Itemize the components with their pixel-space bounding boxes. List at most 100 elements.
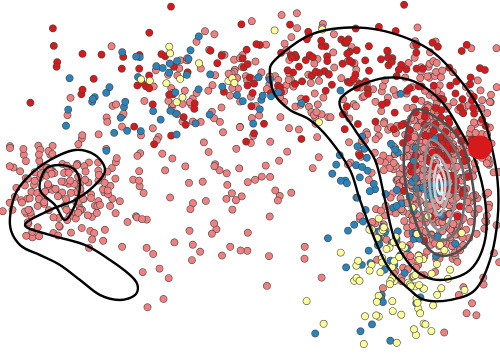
scatter-point-blue	[64, 105, 73, 114]
scatter-point-red	[286, 20, 294, 29]
scatter-point-blue	[342, 263, 350, 272]
scatter-point-pink	[495, 258, 500, 267]
scatter-point-red	[49, 24, 57, 33]
scatter-point-pink	[201, 27, 209, 36]
scatter-point-pink	[19, 145, 28, 153]
scatter-point-pink	[135, 176, 143, 185]
scatter-point-pink	[210, 162, 219, 171]
scatter-point-red	[311, 67, 320, 76]
scatter-point-pink	[262, 281, 271, 290]
scatter-point-red	[457, 47, 466, 55]
scatter-point-pink	[440, 328, 449, 337]
scatter-point-blue	[194, 85, 203, 94]
scatter-point-pink	[210, 30, 219, 39]
scatter-point-red	[117, 64, 126, 73]
scatter-point-red	[390, 108, 399, 117]
scatter-point-pink	[90, 229, 99, 237]
scatter-point-yellow	[372, 311, 381, 320]
scatter-point-pink	[472, 311, 481, 320]
scatter-point-pink	[208, 81, 217, 90]
scatter-point-blue	[171, 88, 180, 97]
scatter-point-pink	[166, 193, 174, 202]
scatter-point-pink	[492, 83, 500, 92]
scatter-point-pink	[83, 211, 92, 220]
contour-layer	[8, 26, 500, 303]
scatter-point-pink	[232, 144, 241, 153]
scatter-point-blue	[118, 48, 127, 56]
scatter-point-blue	[136, 127, 145, 136]
scatter-point-pink	[217, 103, 226, 112]
scatter-point-pink	[25, 194, 34, 203]
scatter-point-pink	[199, 138, 208, 147]
scatter-point-blue	[173, 57, 181, 65]
scatter-point-red	[405, 84, 414, 93]
scatter-point-blue	[184, 55, 193, 63]
scatter-point-pink	[92, 209, 101, 217]
scatter-point-yellow	[195, 59, 203, 68]
scatter-point-red	[411, 95, 419, 104]
scatter-point-blue	[355, 173, 364, 182]
scatter-point-pink	[231, 196, 240, 205]
scatter-point-blue	[386, 336, 395, 345]
scatter-point-pink	[413, 122, 422, 131]
scatter-point-pink	[196, 247, 204, 256]
scatter-point-blue	[254, 73, 263, 82]
scatter-point-red	[462, 41, 471, 49]
scatter-point-pink	[5, 162, 14, 171]
scatter-point-red	[283, 66, 292, 75]
scatter-point-red	[383, 46, 392, 55]
scatter-point-pink	[485, 98, 494, 106]
scatter-point-red	[412, 48, 421, 57]
scatter-point-blue	[233, 91, 241, 99]
scatter-point-yellow	[413, 298, 422, 307]
scatter-point-blue	[149, 107, 158, 115]
scatter-point-blue	[123, 126, 131, 135]
scatter-point-blue	[186, 46, 195, 55]
density-contour-ring-4	[428, 153, 452, 217]
scatter-point-pink	[432, 59, 441, 67]
scatter-point-pink	[371, 135, 380, 144]
scatter-point-blue	[350, 220, 359, 229]
scatter-point-red	[130, 122, 139, 131]
scatter-point-red	[342, 102, 351, 111]
scatter-point-pink	[482, 159, 491, 168]
scatter-point-yellow	[374, 214, 383, 223]
scatter-point-red	[429, 81, 438, 90]
scatter-point-pink	[293, 24, 301, 32]
scatter-point-blue	[165, 59, 174, 68]
scatter-point-red	[298, 77, 306, 86]
scatter-point-pink	[218, 251, 226, 260]
scatter-point-pink	[265, 252, 273, 260]
scatter-point-pink	[251, 175, 259, 184]
scatter-point-blue	[102, 89, 111, 97]
scatter-point-pink	[6, 144, 14, 152]
scatter-point-red	[394, 65, 403, 74]
scatter-point-pink	[103, 186, 112, 195]
scatter-point-pink	[470, 118, 478, 127]
scatter-point-red	[371, 117, 380, 126]
scatter-point-yellow	[376, 268, 385, 277]
scatter-point-pink	[96, 201, 104, 209]
scatter-point-pink	[283, 147, 292, 156]
scatter-point-yellow	[460, 286, 469, 294]
scatter-point-red	[418, 64, 427, 73]
scatter-point-pink	[99, 236, 108, 245]
scatter-point-yellow	[302, 297, 311, 305]
scatter-point-pink	[379, 166, 388, 174]
scatter-point-blue	[400, 269, 409, 277]
density-contour-outer-right	[268, 26, 500, 303]
scatter-point-red	[365, 66, 373, 75]
scatter-point-pink	[78, 131, 87, 140]
scatter-point-red	[456, 202, 464, 211]
scatter-point-pink	[247, 17, 256, 26]
scatter-point-yellow	[388, 297, 397, 306]
scatter-point-pink	[180, 86, 189, 95]
scatter-point-blue	[110, 128, 119, 137]
scatter-point-red	[420, 112, 429, 121]
scatter-point-pink	[315, 77, 323, 85]
scatter-point-red	[389, 125, 398, 134]
scatter-point-yellow	[440, 246, 449, 255]
scatter-point-pink	[158, 149, 167, 158]
scatter-point-red	[52, 62, 61, 71]
